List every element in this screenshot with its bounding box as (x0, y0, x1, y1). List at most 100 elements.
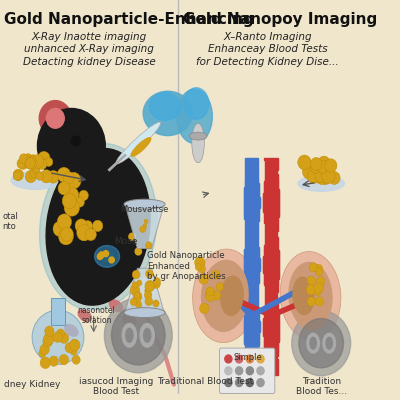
Circle shape (146, 270, 153, 278)
Bar (264, 367, 278, 369)
Circle shape (315, 264, 323, 273)
Bar (264, 339, 278, 342)
Circle shape (311, 163, 320, 174)
Bar (245, 343, 258, 346)
Ellipse shape (110, 300, 122, 312)
Bar (264, 276, 279, 278)
Circle shape (315, 169, 328, 183)
Bar (265, 174, 278, 176)
Ellipse shape (32, 310, 84, 364)
Circle shape (19, 154, 28, 164)
Text: Enhanceay Blood Tests: Enhanceay Blood Tests (208, 44, 328, 54)
Circle shape (320, 174, 330, 185)
Bar (264, 371, 278, 373)
Bar (264, 314, 279, 316)
Bar (265, 294, 278, 296)
Circle shape (309, 263, 318, 272)
Circle shape (71, 339, 78, 347)
Bar (265, 298, 278, 300)
Bar (245, 225, 258, 227)
Bar (265, 172, 278, 174)
Bar (245, 180, 258, 182)
Bar (245, 361, 258, 363)
Circle shape (25, 170, 36, 183)
Circle shape (317, 276, 325, 286)
Circle shape (133, 292, 142, 301)
Circle shape (292, 311, 351, 376)
Bar (265, 225, 278, 227)
Bar (263, 258, 279, 261)
Circle shape (306, 284, 316, 295)
Bar (264, 337, 279, 340)
Circle shape (206, 287, 214, 296)
Circle shape (60, 223, 70, 233)
Bar (265, 351, 278, 354)
Circle shape (78, 227, 90, 241)
Bar (265, 162, 278, 164)
Bar (244, 339, 259, 342)
Bar (244, 189, 259, 192)
Bar (264, 252, 279, 255)
Circle shape (143, 224, 147, 228)
Circle shape (322, 168, 335, 184)
Circle shape (13, 171, 22, 180)
Ellipse shape (78, 310, 91, 321)
Bar (244, 333, 259, 336)
Bar (264, 343, 278, 346)
Bar (245, 282, 258, 284)
Circle shape (72, 355, 80, 364)
Circle shape (109, 257, 114, 263)
Bar (264, 278, 278, 280)
Circle shape (104, 298, 172, 373)
Bar (245, 365, 258, 367)
Ellipse shape (193, 249, 257, 343)
Circle shape (40, 170, 52, 183)
Ellipse shape (307, 333, 320, 353)
Text: Mose: Mose (114, 237, 138, 246)
Bar (245, 296, 258, 298)
Bar (264, 244, 278, 247)
Text: X–Ranto Imaging: X–Ranto Imaging (223, 32, 312, 42)
Circle shape (23, 154, 34, 166)
Bar (265, 296, 278, 298)
Bar (245, 237, 258, 239)
Bar (265, 239, 278, 241)
Ellipse shape (101, 251, 113, 262)
Ellipse shape (221, 276, 243, 316)
Circle shape (39, 100, 71, 136)
Bar (264, 191, 279, 194)
Circle shape (153, 278, 161, 286)
Text: Traditional Blood Test: Traditional Blood Test (157, 377, 253, 386)
Circle shape (28, 158, 38, 169)
Bar (244, 268, 260, 271)
Bar (265, 286, 278, 288)
Bar (263, 207, 279, 210)
Circle shape (49, 356, 58, 366)
Circle shape (44, 333, 54, 345)
Circle shape (315, 297, 324, 306)
Bar (265, 300, 278, 302)
Bar (245, 229, 258, 231)
Bar (244, 203, 260, 206)
Ellipse shape (116, 122, 161, 164)
Bar (265, 227, 278, 229)
Bar (245, 242, 258, 245)
Circle shape (103, 251, 108, 257)
Circle shape (212, 270, 220, 279)
Bar (265, 302, 278, 304)
Circle shape (37, 158, 47, 170)
Circle shape (257, 379, 264, 386)
Ellipse shape (143, 91, 192, 136)
Circle shape (92, 220, 103, 232)
Bar (245, 286, 258, 288)
Circle shape (56, 329, 65, 338)
Bar (245, 178, 258, 180)
Circle shape (145, 280, 155, 291)
Ellipse shape (310, 337, 316, 349)
Bar (244, 322, 260, 324)
Circle shape (307, 276, 315, 285)
Circle shape (328, 172, 340, 184)
Bar (244, 310, 259, 312)
Circle shape (145, 281, 154, 292)
Circle shape (40, 344, 50, 355)
